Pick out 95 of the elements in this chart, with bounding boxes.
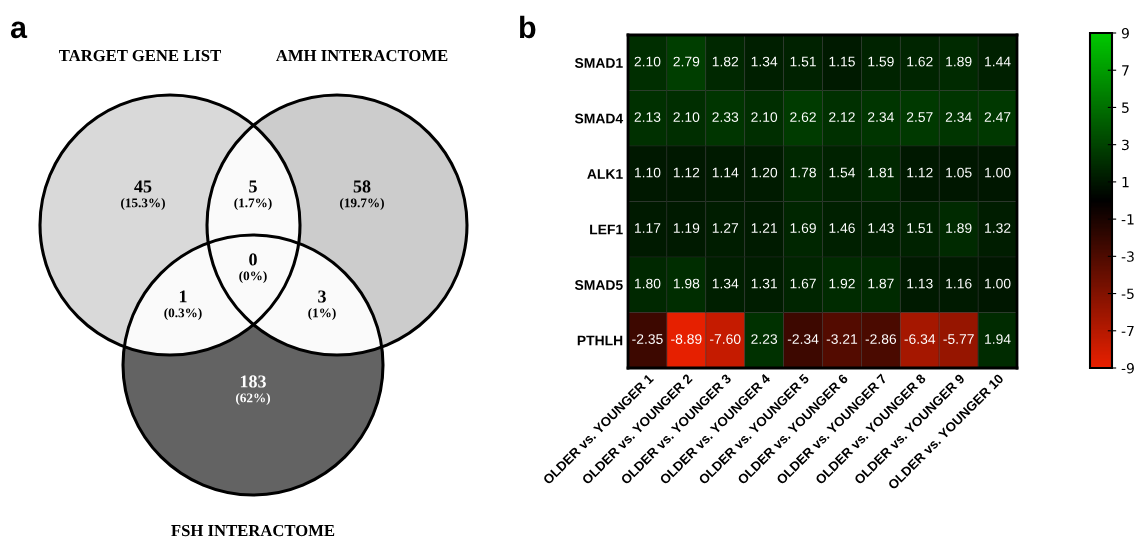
- color-bar-label: 5: [1122, 102, 1129, 113]
- text: 45: [134, 180, 152, 193]
- data-label: -2.34: [787, 334, 819, 344]
- data-label: 2.10: [634, 56, 661, 67]
- data-label: 1.87: [868, 278, 894, 289]
- data-label: 1.16: [946, 278, 972, 289]
- color-bar-label: -3: [1121, 251, 1134, 262]
- text: 58: [353, 180, 371, 193]
- y-tick-label: SMAD5: [574, 280, 623, 290]
- color-bar-label: 3: [1122, 139, 1129, 151]
- data-label: 1.98: [673, 278, 700, 289]
- text: (62%): [235, 393, 271, 405]
- data-label: 1.78: [790, 167, 816, 178]
- data-label: 1.12: [907, 167, 933, 178]
- data-label: 2.57: [906, 112, 933, 122]
- data-label: 1.89: [946, 56, 972, 67]
- data-label: 1.31: [751, 278, 777, 289]
- data-label: 1.15: [829, 56, 855, 67]
- data-label: 1.21: [751, 223, 777, 233]
- data-label: 1.13: [907, 278, 933, 289]
- color-bar-label: 1: [1122, 177, 1129, 188]
- data-label: 1.82: [712, 56, 739, 67]
- data-label: 1.51: [790, 56, 816, 67]
- y-tick-label: LEF1: [590, 224, 623, 235]
- data-label: -7.60: [710, 334, 741, 344]
- color-bar-label: 9: [1121, 27, 1129, 39]
- data-label: 1.81: [868, 167, 894, 178]
- data-label: 2.10: [751, 112, 778, 122]
- text: (1%): [308, 308, 336, 320]
- text: AMH INTERACTOME: [275, 49, 448, 62]
- data-label: 1.34: [751, 56, 778, 67]
- data-label: 1.34: [712, 278, 739, 289]
- text: TARGET GENE LIST: [59, 49, 221, 62]
- data-label: 1.14: [712, 167, 739, 178]
- data-label: 2.10: [673, 112, 700, 122]
- data-label: 1.67: [790, 278, 816, 289]
- data-label: 1.62: [907, 56, 933, 67]
- data-label: 1.54: [829, 167, 856, 178]
- text: (15.3%): [121, 198, 165, 210]
- data-label: 2.47: [984, 112, 1011, 122]
- data-label: 1.05: [946, 167, 972, 178]
- data-label: 1.94: [985, 334, 1011, 344]
- data-label: 2.62: [790, 112, 816, 122]
- data-label: 1.19: [673, 223, 700, 233]
- color-bar-label: 7: [1122, 65, 1129, 76]
- data-label: -2.86: [865, 334, 897, 344]
- data-label: 1.10: [634, 167, 661, 178]
- data-label: -8.89: [671, 334, 702, 344]
- data-label: 1.43: [868, 223, 894, 233]
- data-label: 2.33: [712, 112, 739, 122]
- data-label: -6.34: [904, 334, 936, 344]
- text: (0.3%): [164, 308, 202, 320]
- text: FSH INTERACTOME: [171, 524, 335, 537]
- y-tick-label: ALK1: [587, 169, 623, 179]
- color-bar-label: -1: [1121, 214, 1134, 225]
- color-bar-label: -7: [1121, 325, 1134, 337]
- data-label: 1.12: [673, 167, 700, 178]
- data-label: 2.12: [829, 112, 855, 122]
- data-label: 2.34: [868, 112, 894, 122]
- y-tick-label: PTHLH: [577, 335, 623, 346]
- data-label: 1.80: [634, 278, 661, 289]
- text: (19.7%): [340, 198, 384, 210]
- data-label: 2.79: [673, 56, 700, 67]
- text: (0%): [239, 271, 267, 283]
- data-label: 1.44: [985, 56, 1011, 67]
- text: 183: [240, 375, 266, 388]
- y-tick-label: SMAD4: [574, 113, 624, 124]
- data-label: 1.51: [907, 223, 933, 233]
- text: 5: [249, 180, 257, 193]
- text: 1: [179, 290, 187, 303]
- data-label: 1.46: [829, 223, 855, 233]
- data-label: 1.00: [985, 167, 1011, 178]
- y-tick-label: SMAD1: [574, 58, 623, 68]
- data-label: 2.13: [634, 112, 661, 122]
- data-label: -2.35: [632, 334, 663, 344]
- data-label: 1.69: [790, 223, 816, 233]
- data-label: 1.20: [751, 167, 778, 178]
- chart-title: b: [520, 15, 536, 39]
- color-bar-label: -9: [1121, 362, 1134, 374]
- data-label: 1.89: [946, 223, 972, 233]
- data-label: 1.59: [868, 56, 894, 67]
- text: 3: [318, 290, 326, 303]
- data-label: -5.77: [943, 334, 974, 344]
- data-label: 2.34: [945, 112, 972, 122]
- color-bar-label: -5: [1121, 288, 1134, 300]
- data-label: 1.00: [985, 278, 1011, 289]
- data-label: 1.32: [985, 223, 1011, 233]
- text: a: [10, 21, 28, 39]
- data-label: -3.21: [826, 334, 858, 344]
- data-label: 2.23: [751, 334, 778, 344]
- data-label: 1.17: [634, 223, 661, 233]
- text: (1.7%): [234, 198, 272, 210]
- data-label: 1.92: [829, 278, 855, 289]
- data-label: 1.27: [712, 223, 739, 233]
- text: 0: [249, 253, 257, 266]
